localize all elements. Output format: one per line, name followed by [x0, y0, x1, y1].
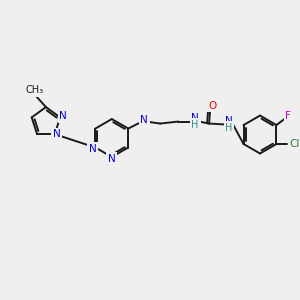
Text: N: N — [88, 143, 96, 154]
Text: N: N — [191, 112, 199, 123]
Text: N: N — [225, 116, 233, 126]
Text: O: O — [208, 100, 216, 111]
Text: N: N — [108, 154, 116, 164]
Text: N: N — [140, 115, 148, 124]
Text: H: H — [225, 122, 233, 133]
Text: H: H — [191, 119, 199, 130]
Text: F: F — [286, 111, 291, 121]
Text: N: N — [59, 111, 67, 122]
Text: CH₃: CH₃ — [26, 85, 44, 95]
Text: Cl: Cl — [289, 139, 300, 149]
Text: N: N — [53, 129, 61, 139]
